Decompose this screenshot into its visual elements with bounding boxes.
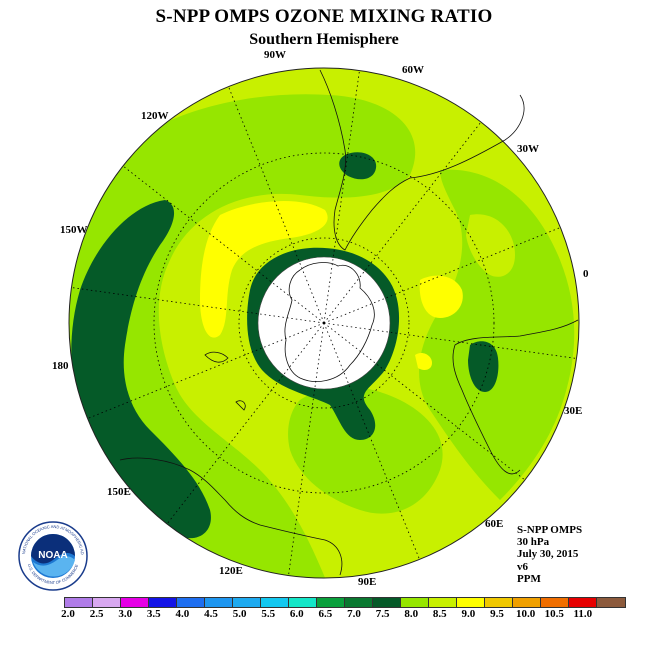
- lon-label-90w: 90W: [264, 49, 286, 61]
- meridian-line: [122, 165, 325, 324]
- colorbar-swatch: [317, 598, 345, 607]
- latitude-circle: [238, 237, 410, 409]
- colorbar-tick-label: 3.0: [118, 608, 133, 620]
- colorbar-swatch: [429, 598, 457, 607]
- colorbar-tick-label: 4.5: [204, 608, 218, 620]
- meridian-line: [323, 227, 561, 324]
- colorbar-swatch: [261, 598, 289, 607]
- meridian-line: [71, 287, 325, 324]
- colorbar: [64, 597, 626, 608]
- meridian-line: [323, 322, 577, 359]
- colorbar-swatch: [401, 598, 429, 607]
- lon-label-120e: 120E: [219, 565, 243, 577]
- lon-label-150w: 150W: [60, 224, 88, 236]
- colorbar-swatch: [541, 598, 569, 607]
- colorbar-swatch: [121, 598, 149, 607]
- lon-label-0: 0: [583, 268, 589, 280]
- lon-label-30e: 30E: [564, 405, 583, 417]
- contour-fill-8-5: [419, 275, 463, 318]
- lon-label-180: 180: [52, 360, 69, 372]
- colorbar-swatch: [345, 598, 373, 607]
- page-subtitle: Southern Hemisphere: [249, 31, 399, 48]
- colorbar-tick-label: 11.0: [573, 608, 593, 620]
- lon-label-90e: 90E: [358, 576, 377, 588]
- contour-fill-8-0: [466, 214, 515, 277]
- antarctica-coastline: [284, 262, 375, 382]
- colorbar-swatch: [65, 598, 93, 607]
- latitude-circle: [153, 152, 495, 494]
- info-level: 30 hPa: [517, 536, 550, 549]
- colorbar-swatch: [597, 598, 625, 607]
- colorbar-swatch: [233, 598, 261, 607]
- meridian-line: [228, 86, 325, 324]
- noaa-logo: NOAA NATIONAL OCEANIC AND ATMOSPHERIC AD…: [17, 520, 88, 591]
- colorbar-swatch: [485, 598, 513, 607]
- colorbar-swatch: [93, 598, 121, 607]
- colorbar-tick-label: 9.0: [461, 608, 476, 620]
- colorbar-swatch: [513, 598, 541, 607]
- new-zealand-coastline: [204, 351, 246, 411]
- colorbar-ticks: 2.0 2.5 3.0 3.5 4.0 4.5 5.0 5.5 6.0 6.5 7.0 7.5 8.0 8…: [0, 608, 648, 622]
- meridian-line: [288, 322, 325, 576]
- graticule: [71, 70, 577, 576]
- colorbar-tick-label: 2.5: [89, 608, 104, 620]
- colorbar-tick-label: 8.0: [404, 608, 419, 620]
- lon-label-60w: 60W: [402, 64, 424, 76]
- colorbar-tick-label: 2.0: [61, 608, 75, 620]
- australia-coastline: [119, 457, 343, 576]
- south-america-coastline: [319, 69, 525, 251]
- map-border: [68, 67, 580, 579]
- meridian-line: [166, 322, 325, 525]
- colorbar-tick-label: 8.5: [432, 608, 447, 620]
- colorbar-tick-label: 3.5: [146, 608, 161, 620]
- info-instrument: S-NPP OMPS: [517, 524, 583, 536]
- colorbar-tick-label: 10.5: [544, 608, 564, 620]
- info-units: PPM: [517, 572, 541, 585]
- africa-coastline: [452, 319, 579, 475]
- contour-fill-8-5: [415, 352, 432, 371]
- contour-fill-7-5: [288, 386, 443, 514]
- colorbar-tick-label: 5.5: [261, 608, 276, 620]
- colorbar-swatch: [457, 598, 485, 607]
- colorbar-swatch: [289, 598, 317, 607]
- contour-fill-7-0: [468, 341, 499, 392]
- meridian-line: [323, 322, 420, 560]
- lon-label-150e: 150E: [107, 486, 131, 498]
- colorbar-tick-label: 4.0: [175, 608, 190, 620]
- noaa-logo-text: NOAA: [38, 550, 67, 561]
- colorbar-swatch: [177, 598, 205, 607]
- coastlines: [119, 69, 579, 576]
- lon-label-30w: 30W: [517, 143, 539, 155]
- colorbar-tick-label: 9.5: [490, 608, 504, 620]
- page-title: S-NPP OMPS OZONE MIXING RATIO: [155, 6, 493, 27]
- lon-label-60e: 60E: [485, 518, 504, 530]
- colorbar-swatch: [205, 598, 233, 607]
- colorbar-tick-label: 10.0: [515, 608, 536, 620]
- colorbar-tick-label: 5.0: [232, 608, 247, 620]
- colorbar-tick-label: 6.5: [318, 608, 333, 620]
- colorbar-swatch: [569, 598, 597, 607]
- meridian-line: [323, 70, 360, 324]
- colorbar-swatch: [373, 598, 401, 607]
- info-date: July 30, 2015: [517, 548, 579, 561]
- info-version: v6: [517, 560, 528, 573]
- meridian-line: [323, 121, 482, 324]
- meridian-line: [323, 322, 526, 481]
- info-block: S-NPP OMPS 30 hPa July 30, 2015 v6 PPM: [517, 524, 582, 585]
- contour-fill-7-5: [419, 169, 575, 500]
- colorbar-tick-label: 6.0: [289, 608, 304, 620]
- colorbar-tick-label: 7.0: [347, 608, 361, 620]
- lon-label-120w: 120W: [141, 110, 169, 122]
- colorbar-tick-label: 7.5: [375, 608, 390, 620]
- contour-fill-8-5: [200, 200, 328, 338]
- contour-fill-7-0: [339, 152, 377, 180]
- meridian-line: [87, 322, 325, 419]
- colorbar-swatch: [149, 598, 177, 607]
- contour-fill-7-0: [71, 200, 211, 539]
